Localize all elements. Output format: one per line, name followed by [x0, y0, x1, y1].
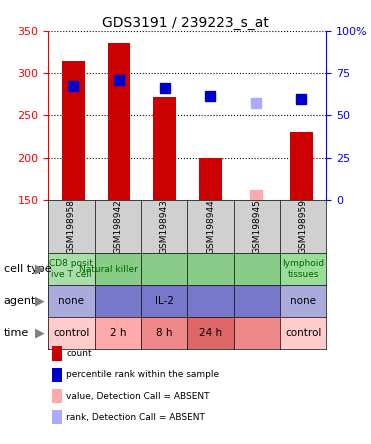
Text: ▶: ▶ — [35, 294, 45, 308]
Text: percentile rank within the sample: percentile rank within the sample — [66, 370, 219, 379]
Text: ▶: ▶ — [35, 326, 45, 340]
Text: control: control — [53, 328, 90, 338]
Text: 24 h: 24 h — [199, 328, 222, 338]
Text: count: count — [66, 349, 92, 358]
Bar — [290, 132, 313, 200]
Text: none: none — [290, 296, 316, 306]
Text: ▶: ▶ — [35, 262, 45, 276]
Text: GSM198942: GSM198942 — [113, 199, 122, 254]
Text: CD8 posit
ive T cell: CD8 posit ive T cell — [49, 259, 93, 279]
Text: Natural killer cell: Natural killer cell — [79, 265, 157, 274]
Text: agent: agent — [4, 296, 36, 306]
Text: GSM198958: GSM198958 — [67, 199, 76, 254]
Text: GSM198945: GSM198945 — [252, 199, 262, 254]
Bar — [153, 97, 176, 200]
Text: value, Detection Call = ABSENT: value, Detection Call = ABSENT — [66, 392, 210, 400]
Text: cell type: cell type — [4, 264, 51, 274]
Bar — [62, 61, 85, 200]
Text: GSM198959: GSM198959 — [299, 199, 308, 254]
Text: IL-2: IL-2 — [155, 296, 174, 306]
Bar — [199, 158, 221, 200]
Text: lymphoid
tissues: lymphoid tissues — [282, 259, 324, 279]
Text: time: time — [4, 328, 29, 338]
Text: GSM198944: GSM198944 — [206, 199, 215, 254]
Text: 8 h: 8 h — [156, 328, 173, 338]
Text: rank, Detection Call = ABSENT: rank, Detection Call = ABSENT — [66, 413, 205, 422]
Text: GDS3191 / 239223_s_at: GDS3191 / 239223_s_at — [102, 16, 269, 30]
Text: control: control — [285, 328, 322, 338]
Text: GSM198943: GSM198943 — [160, 199, 169, 254]
Text: 2 h: 2 h — [109, 328, 126, 338]
Bar — [108, 43, 130, 200]
Text: none: none — [58, 296, 85, 306]
